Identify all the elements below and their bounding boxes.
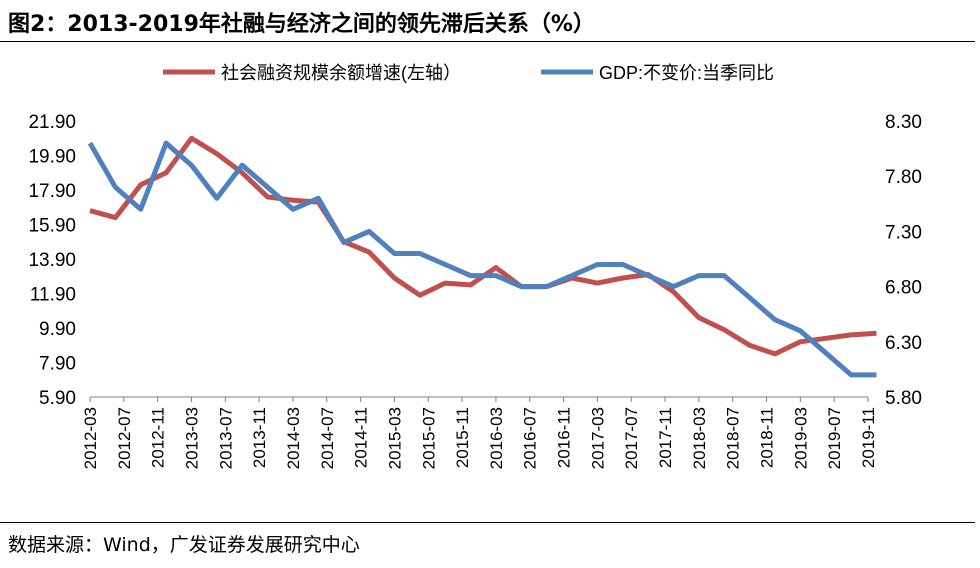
data-source: 数据来源：Wind，广发证券发展研究中心 [8, 534, 360, 556]
x-tick-label: 2016-11 [555, 407, 574, 468]
x-tick-label: 2019-03 [791, 407, 810, 469]
y-right-tick-label: 8.30 [885, 112, 922, 133]
line-chart: 21.90 19.90 17.90 15.90 13.90 11.90 9.90 7.90 5.… [28, 63, 922, 469]
x-tick-label: 2014-11 [352, 407, 371, 468]
x-tick-label: 2013-07 [216, 407, 235, 469]
x-tick-label: 2019-11 [859, 407, 878, 468]
x-tick-label: 2017-11 [656, 407, 675, 468]
y-left-tick-label: 15.90 [28, 216, 76, 237]
series-line-social-financing [89, 135, 877, 357]
y-right-tick-label: 6.30 [885, 333, 922, 354]
legend-label-gdp: GDP:不变价:当季同比 [599, 63, 774, 83]
y-left-tick-label: 19.90 [28, 147, 76, 168]
x-tick-label: 2015-07 [419, 407, 438, 469]
title-rule [0, 41, 975, 42]
x-tick-label: 2019-07 [825, 407, 844, 469]
y-left-tick-label: 13.90 [28, 250, 76, 271]
x-tick-label: 2014-03 [284, 407, 303, 469]
x-tick-label: 2013-11 [250, 407, 269, 468]
figure-title: 图2：2013-2019年社融与经济之间的领先滞后关系（%） [8, 12, 595, 37]
x-tick-label: 2015-11 [453, 407, 472, 468]
legend-label-social-financing: 社会融资规模余额增速(左轴） [221, 63, 461, 83]
x-tick-label: 2017-03 [588, 407, 607, 469]
y-left-tick-label: 5.90 [39, 388, 76, 409]
x-tick-label: 2012-11 [149, 407, 168, 468]
x-tick-label: 2018-03 [690, 407, 709, 469]
y-right-tick-label: 6.80 [885, 278, 922, 299]
y-left-tick-label: 9.90 [39, 319, 76, 340]
x-tick-label: 2016-07 [521, 407, 540, 469]
x-tick-label: 2017-07 [622, 407, 641, 469]
x-tick-label: 2018-11 [758, 407, 777, 468]
y-left-tick-label: 7.90 [39, 354, 76, 375]
x-tick-label: 2015-03 [385, 407, 404, 469]
y-right-tick-label: 7.30 [885, 222, 922, 243]
x-tick-label: 2014-07 [318, 407, 337, 469]
y-left-tick-label: 11.90 [30, 285, 76, 306]
y-right-tick-label: 5.80 [885, 388, 922, 409]
x-tick-label: 2016-03 [487, 407, 506, 469]
x-tick-label: 2012-03 [81, 407, 100, 469]
y-left-tick-label: 17.90 [28, 181, 76, 202]
x-tick-label: 2013-03 [182, 407, 201, 469]
x-tick-label: 2018-07 [724, 407, 743, 469]
x-tick-label: 2012-07 [115, 407, 134, 469]
source-rule [0, 522, 975, 523]
y-right-tick-label: 7.80 [885, 167, 922, 188]
y-left-tick-label: 21.90 [28, 112, 76, 133]
series-line-gdp [87, 140, 877, 378]
